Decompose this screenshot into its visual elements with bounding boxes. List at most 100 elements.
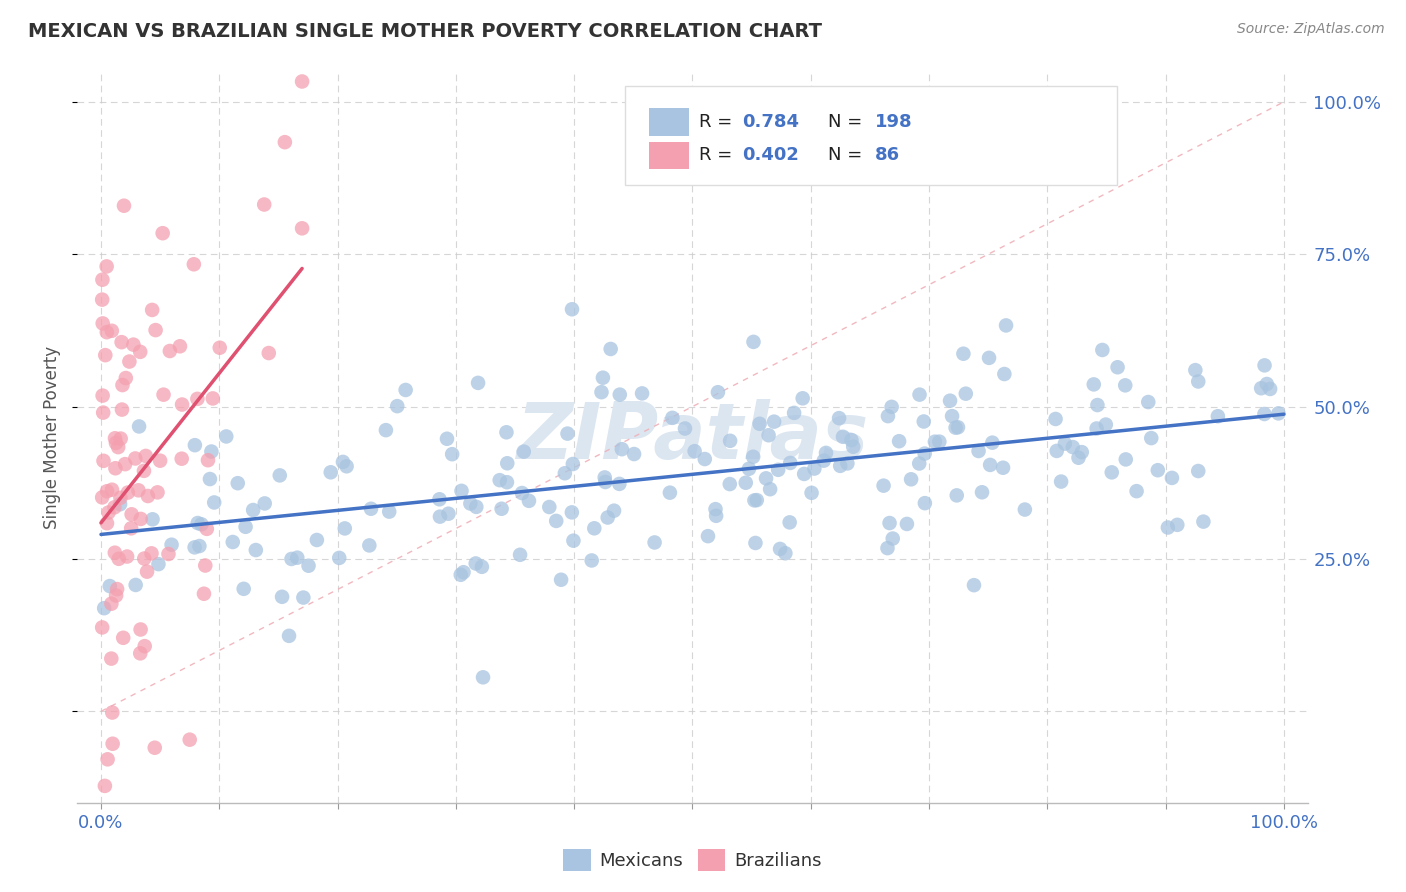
Point xyxy=(134,639,156,653)
Point xyxy=(450,567,472,582)
Point xyxy=(122,337,145,351)
Point xyxy=(190,517,212,532)
Point xyxy=(186,392,208,406)
Point xyxy=(1014,502,1036,516)
Point xyxy=(215,429,238,443)
Point xyxy=(184,438,207,452)
Point xyxy=(159,343,181,358)
Point xyxy=(970,485,993,500)
Point xyxy=(96,484,118,499)
Point xyxy=(738,462,761,476)
Point xyxy=(1267,406,1289,420)
Text: N =: N = xyxy=(828,112,868,131)
Point xyxy=(581,553,603,567)
Point xyxy=(900,472,922,486)
Point xyxy=(360,501,382,516)
Point xyxy=(603,504,626,518)
Point xyxy=(336,459,359,474)
Point xyxy=(160,538,183,552)
Point xyxy=(1166,517,1188,532)
Point xyxy=(914,496,936,510)
Point xyxy=(278,629,301,643)
Point xyxy=(879,516,901,530)
Point xyxy=(908,387,931,401)
Point xyxy=(1157,520,1180,534)
Point xyxy=(179,732,201,747)
Point xyxy=(967,444,990,458)
Point xyxy=(201,392,224,406)
Point xyxy=(93,601,115,615)
Point xyxy=(908,457,931,471)
Point xyxy=(658,485,681,500)
Point xyxy=(101,483,124,497)
Point xyxy=(591,385,613,400)
Point xyxy=(135,449,157,463)
Point xyxy=(718,434,741,448)
Point xyxy=(472,670,495,684)
Point xyxy=(91,406,114,420)
Point xyxy=(554,467,576,481)
Point xyxy=(1101,466,1123,480)
Text: Source: ZipAtlas.com: Source: ZipAtlas.com xyxy=(1237,22,1385,37)
Point xyxy=(108,497,131,511)
Point xyxy=(896,516,918,531)
Point xyxy=(170,398,193,412)
Point xyxy=(465,500,488,514)
Point xyxy=(914,446,936,460)
Point xyxy=(1087,398,1109,412)
Point xyxy=(395,383,418,397)
Point xyxy=(96,325,118,339)
Point xyxy=(876,541,898,555)
Point xyxy=(661,410,683,425)
Point xyxy=(813,453,835,467)
Point xyxy=(704,508,727,523)
Point xyxy=(297,558,319,573)
Point xyxy=(952,347,974,361)
Point xyxy=(91,273,114,287)
Point xyxy=(495,425,517,440)
Point xyxy=(1250,381,1272,395)
Point xyxy=(127,483,149,498)
Point xyxy=(599,342,621,356)
Point xyxy=(1062,440,1084,454)
Point xyxy=(124,578,146,592)
Point xyxy=(1085,421,1108,435)
Point xyxy=(631,386,654,401)
Point xyxy=(872,478,894,492)
Point xyxy=(121,508,143,522)
Point xyxy=(742,450,765,464)
Point xyxy=(460,497,482,511)
Point xyxy=(105,589,128,603)
Point xyxy=(1187,375,1209,389)
Point xyxy=(101,706,124,720)
Point xyxy=(280,552,302,566)
Point xyxy=(437,507,460,521)
Point xyxy=(550,573,572,587)
Point xyxy=(141,546,163,560)
Point xyxy=(496,475,519,490)
Point xyxy=(111,402,134,417)
Point xyxy=(467,376,489,390)
Point xyxy=(1070,445,1092,459)
Point xyxy=(763,415,786,429)
Point xyxy=(245,543,267,558)
Point xyxy=(120,521,142,535)
Point xyxy=(742,334,765,349)
Point xyxy=(110,432,132,446)
Point xyxy=(124,451,146,466)
Point xyxy=(882,532,904,546)
Point xyxy=(1067,450,1090,465)
Point xyxy=(939,393,962,408)
Point xyxy=(132,464,155,478)
Point xyxy=(101,737,124,751)
Point xyxy=(107,551,129,566)
Point xyxy=(453,566,475,580)
Point xyxy=(837,457,859,471)
Point xyxy=(832,430,855,444)
Point xyxy=(136,489,159,503)
Point xyxy=(783,406,806,420)
Point xyxy=(232,582,254,596)
Point xyxy=(146,485,169,500)
Point xyxy=(142,512,165,526)
Point xyxy=(877,409,900,423)
